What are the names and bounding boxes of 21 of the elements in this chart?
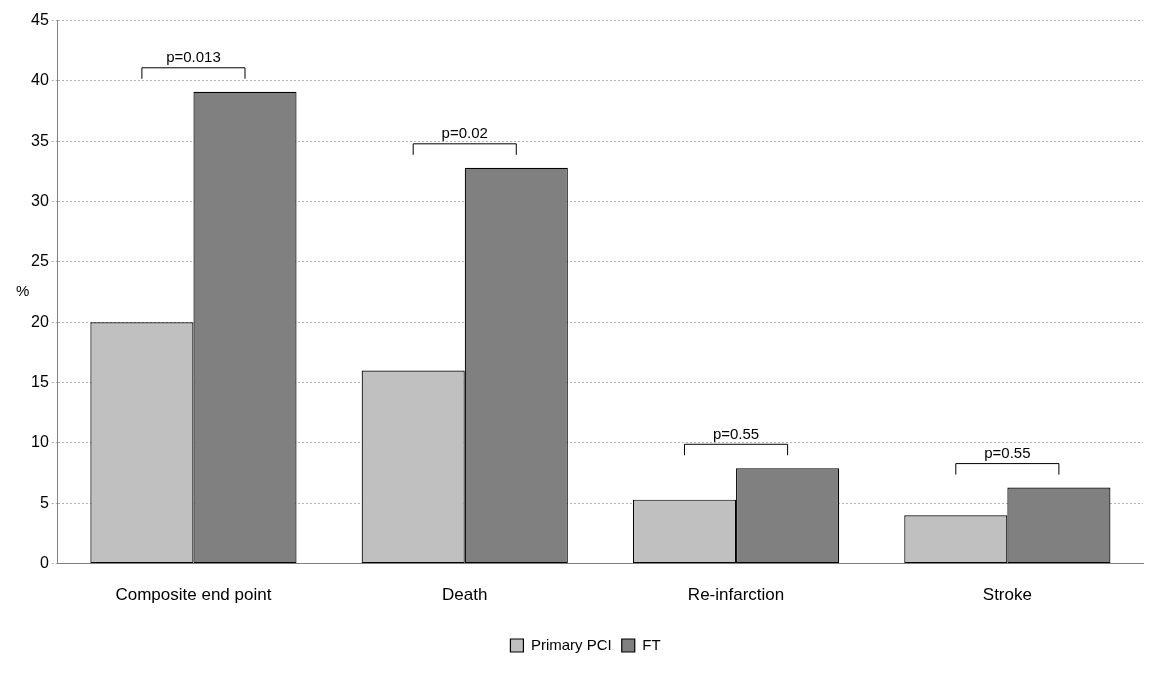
y-tick-label: 40 <box>31 71 49 89</box>
annotation: p=0.02 <box>441 124 488 142</box>
y-tick-label: 25 <box>31 252 49 270</box>
x-tick-label: Re-infarction <box>687 585 785 605</box>
y-tick-label: 10 <box>31 433 49 451</box>
y-tick-label: 5 <box>39 493 49 511</box>
y-tick-label: 20 <box>31 312 49 330</box>
legend-label: Primary PCI <box>530 635 612 653</box>
x-tick-label: Stroke <box>982 585 1032 605</box>
y-tick-label: 0 <box>39 554 49 572</box>
annotation: p=0.55 <box>984 444 1031 462</box>
y-tick-label: 45 <box>31 11 49 29</box>
y-axis-title: % <box>16 282 30 300</box>
y-tick-label: 35 <box>31 131 49 149</box>
x-tick-label: Death <box>442 585 488 605</box>
y-tick-label: 30 <box>31 192 49 210</box>
x-tick-label: Composite end point <box>115 585 272 605</box>
legend-label: FT <box>642 635 661 653</box>
annotation: p=0.013 <box>166 48 221 66</box>
annotation: p=0.55 <box>712 424 760 442</box>
y-tick-label: 15 <box>31 373 49 391</box>
